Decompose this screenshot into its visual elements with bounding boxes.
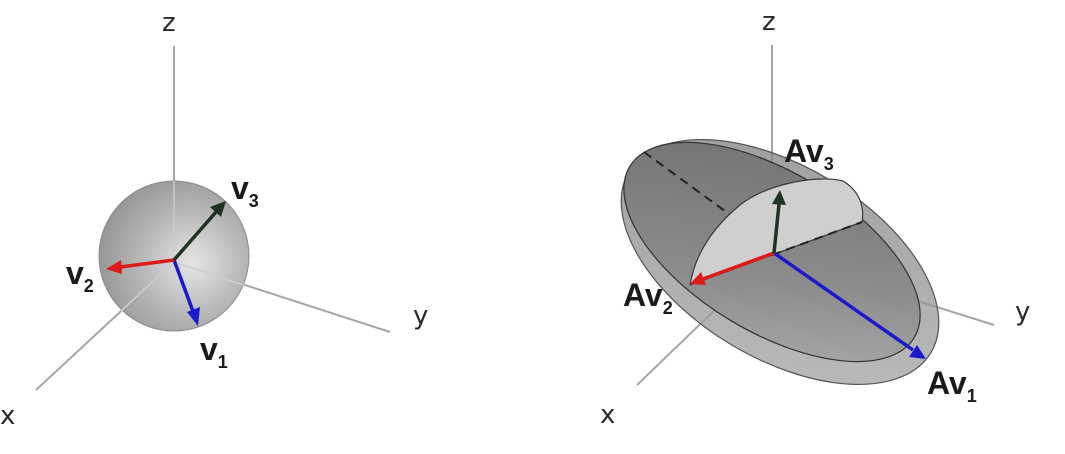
label-v2: v2 xyxy=(66,255,94,296)
left-z-label: z xyxy=(162,8,176,38)
vector-Av3-arrow xyxy=(772,190,786,254)
label-Av1: Av1 xyxy=(927,365,977,406)
hidden-edge-right xyxy=(771,221,863,256)
left-x-axis-inner xyxy=(120,261,175,312)
left-x-label: x xyxy=(0,401,15,431)
label-Av2: Av2 xyxy=(623,277,673,318)
left-y-label: y xyxy=(413,301,428,331)
vector-v1-arrow xyxy=(172,259,200,326)
right-x-label: x xyxy=(600,400,615,430)
label-Av3: Av3 xyxy=(784,133,834,174)
vector-Av1-arrow xyxy=(772,251,926,359)
left-y-axis-inner xyxy=(173,261,245,286)
right-z-label: z xyxy=(762,7,776,37)
right-figure: z y x Av3 Av2 Av1 xyxy=(600,7,1030,430)
vector-v2-arrow xyxy=(106,258,175,274)
vector-v3-arrow xyxy=(172,201,226,262)
hidden-edge-back xyxy=(643,151,730,215)
label-v3: v3 xyxy=(231,170,259,211)
label-v1: v1 xyxy=(200,331,228,372)
left-figure: z y x v3 v2 v1 xyxy=(0,8,428,431)
vector-Av2-arrow xyxy=(690,251,775,285)
right-y-label: y xyxy=(1015,297,1030,327)
